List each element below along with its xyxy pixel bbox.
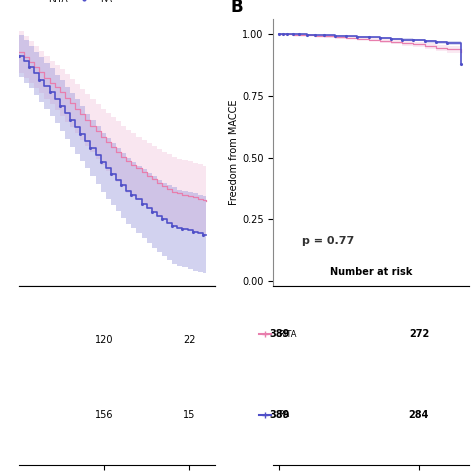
Y-axis label: Freedom from MACCE: Freedom from MACCE bbox=[229, 100, 239, 205]
Text: RITA: RITA bbox=[278, 330, 296, 339]
Text: B: B bbox=[230, 0, 243, 16]
Text: 389: 389 bbox=[269, 329, 289, 339]
Text: Number at risk: Number at risk bbox=[330, 267, 412, 277]
Text: p = 0.77: p = 0.77 bbox=[302, 236, 355, 246]
Text: 15: 15 bbox=[183, 410, 195, 419]
Legend: RITA, RA: RITA, RA bbox=[19, 0, 116, 8]
Text: RA: RA bbox=[278, 410, 289, 419]
Text: 120: 120 bbox=[95, 335, 113, 345]
Text: 272: 272 bbox=[409, 329, 429, 339]
Text: 284: 284 bbox=[409, 410, 429, 419]
Text: 389: 389 bbox=[269, 410, 289, 419]
Text: 22: 22 bbox=[183, 335, 195, 345]
Text: 156: 156 bbox=[95, 410, 113, 419]
